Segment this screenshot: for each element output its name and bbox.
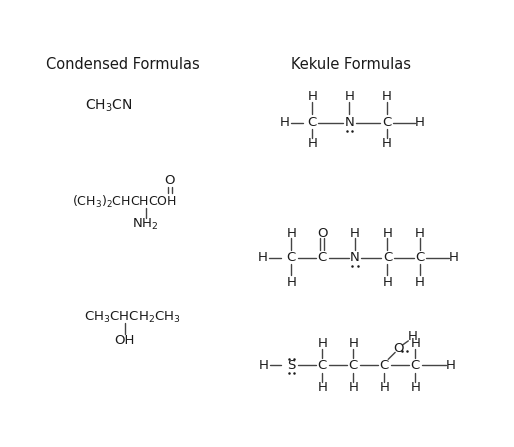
Text: H: H xyxy=(382,276,392,289)
Text: C: C xyxy=(382,116,391,130)
Text: H: H xyxy=(348,380,358,393)
Text: H: H xyxy=(449,251,459,264)
Text: CH$_3$CN: CH$_3$CN xyxy=(85,98,133,114)
Text: N: N xyxy=(344,116,354,130)
Text: C: C xyxy=(348,359,358,372)
Text: (CH$_3$)$_2$CHCHCOH: (CH$_3$)$_2$CHCHCOH xyxy=(72,194,177,210)
Text: C: C xyxy=(411,359,420,372)
Text: C: C xyxy=(380,359,389,372)
Text: H: H xyxy=(317,337,327,350)
Text: H: H xyxy=(407,330,417,343)
Text: C: C xyxy=(287,251,296,264)
Text: C: C xyxy=(318,359,327,372)
Text: H: H xyxy=(410,337,420,350)
Text: C: C xyxy=(307,116,317,130)
Text: H: H xyxy=(307,137,317,150)
Text: O: O xyxy=(164,174,175,187)
Text: H: H xyxy=(382,137,392,150)
Text: H: H xyxy=(410,380,420,393)
Text: H: H xyxy=(344,90,354,103)
Text: C: C xyxy=(318,251,327,264)
Text: H: H xyxy=(350,227,360,240)
Text: H: H xyxy=(317,380,327,393)
Text: H: H xyxy=(348,337,358,350)
Text: H: H xyxy=(382,227,392,240)
Text: O: O xyxy=(393,342,403,355)
Text: C: C xyxy=(415,251,425,264)
Text: H: H xyxy=(307,90,317,103)
Text: H: H xyxy=(382,90,392,103)
Text: H: H xyxy=(379,380,389,393)
Text: OH: OH xyxy=(115,334,135,347)
Text: C: C xyxy=(383,251,392,264)
Text: H: H xyxy=(415,276,425,289)
Text: NH$_2$: NH$_2$ xyxy=(133,217,159,232)
Text: H: H xyxy=(414,116,424,130)
Text: O: O xyxy=(317,227,327,240)
Text: H: H xyxy=(286,276,296,289)
Text: S: S xyxy=(287,359,296,372)
Text: H: H xyxy=(415,227,425,240)
Text: H: H xyxy=(286,227,296,240)
Text: Condensed Formulas: Condensed Formulas xyxy=(46,57,199,72)
Text: Kekule Formulas: Kekule Formulas xyxy=(291,57,411,72)
Text: N: N xyxy=(350,251,360,264)
Text: H: H xyxy=(445,359,455,372)
Text: CH$_3$CHCH$_2$CH$_3$: CH$_3$CHCH$_2$CH$_3$ xyxy=(84,309,181,325)
Text: H: H xyxy=(258,251,268,264)
Text: H: H xyxy=(280,116,289,130)
Text: H: H xyxy=(259,359,268,372)
